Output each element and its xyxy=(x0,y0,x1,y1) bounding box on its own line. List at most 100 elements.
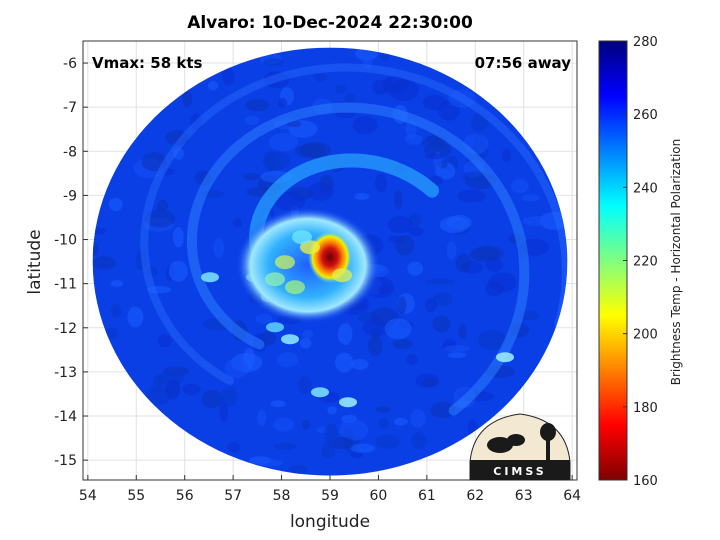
texture-patch xyxy=(478,329,507,351)
texture-patch xyxy=(110,303,122,318)
x-axis-label: longitude xyxy=(290,512,370,532)
texture-patch xyxy=(173,148,184,160)
texture-patch xyxy=(339,419,369,441)
texture-patch xyxy=(157,334,172,348)
texture-patch xyxy=(256,409,267,426)
texture-patch xyxy=(152,374,165,387)
x-tick-label: 59 xyxy=(321,488,339,504)
texture-patch xyxy=(172,226,184,248)
texture-patch xyxy=(471,112,489,132)
convective-cell xyxy=(266,322,284,333)
texture-patch xyxy=(297,376,312,395)
texture-patch xyxy=(397,296,407,315)
texture-patch xyxy=(444,345,471,353)
texture-patch xyxy=(344,92,356,103)
water-tower-icon xyxy=(540,423,556,441)
texture-patch xyxy=(424,153,443,160)
y-axis-label: latitude xyxy=(25,229,45,294)
texture-patch xyxy=(430,401,456,419)
texture-patch xyxy=(141,152,167,172)
y-tick-label: -13 xyxy=(54,365,77,381)
texture-patch xyxy=(424,278,455,285)
colorbar-ticks: 160 180 200 220 240 260 280 xyxy=(623,35,658,489)
texture-patch xyxy=(232,218,243,228)
texture-patch xyxy=(411,432,427,450)
texture-patch xyxy=(327,406,337,415)
convective-cell xyxy=(496,352,514,363)
texture-patch xyxy=(156,199,168,212)
y-tick-label: -6 xyxy=(63,56,77,72)
texture-patch xyxy=(263,71,290,89)
texture-patch xyxy=(410,408,426,428)
colorbar-tick-label: 200 xyxy=(633,328,658,343)
texture-patch xyxy=(201,389,224,408)
texture-patch xyxy=(335,352,354,373)
texture-patch xyxy=(350,443,376,453)
texture-patch xyxy=(455,253,472,273)
texture-patch xyxy=(110,279,124,288)
texture-patch xyxy=(331,436,355,450)
texture-patch xyxy=(510,179,529,194)
texture-patch xyxy=(242,173,260,181)
x-tick-label: 54 xyxy=(79,488,97,504)
colorbar-tick-label: 160 xyxy=(633,474,658,489)
texture-patch xyxy=(362,49,373,69)
texture-patch xyxy=(335,111,356,119)
texture-patch xyxy=(393,417,409,426)
texture-patch xyxy=(387,216,413,233)
texture-patch xyxy=(105,327,119,340)
texture-patch xyxy=(485,281,504,297)
texture-patch xyxy=(144,209,176,228)
texture-patch xyxy=(182,90,193,108)
texture-patch xyxy=(302,419,311,430)
texture-patch xyxy=(313,73,328,82)
x-tick-label: 56 xyxy=(176,488,194,504)
texture-patch xyxy=(92,256,117,270)
colorbar-tick-label: 260 xyxy=(633,108,658,123)
y-tick-label: -7 xyxy=(63,100,77,116)
convective-cell xyxy=(201,272,219,283)
x-axis: 54 55 56 57 58 59 60 61 62 63 64 xyxy=(79,475,581,504)
x-tick-label: 61 xyxy=(418,488,436,504)
texture-patch xyxy=(182,383,201,395)
texture-patch xyxy=(207,81,219,91)
x-tick-label: 55 xyxy=(127,488,145,504)
eyewall-cell xyxy=(265,272,285,287)
texture-patch xyxy=(422,94,447,111)
texture-patch xyxy=(375,434,400,449)
texture-patch xyxy=(274,191,306,211)
texture-patch xyxy=(458,324,467,340)
eyewall xyxy=(236,207,380,324)
texture-patch xyxy=(367,335,383,357)
texture-patch xyxy=(255,313,273,324)
texture-patch xyxy=(432,292,453,307)
satellite-dish-small-icon xyxy=(507,434,525,446)
texture-patch xyxy=(432,315,451,333)
texture-patch xyxy=(407,261,424,276)
texture-patch xyxy=(321,442,336,459)
texture-patch xyxy=(273,442,297,450)
texture-patch xyxy=(324,423,338,445)
texture-patch xyxy=(263,58,284,66)
cimss-logo: CIMSS xyxy=(469,413,571,481)
colorbar-tick-label: 280 xyxy=(633,35,658,50)
eyewall-cell xyxy=(332,268,352,283)
vmax-annotation: Vmax: 58 kts xyxy=(92,54,202,72)
texture-patch xyxy=(245,99,270,112)
texture-patch xyxy=(270,400,286,408)
texture-patch xyxy=(350,358,369,370)
texture-patch xyxy=(378,417,390,429)
texture-patch xyxy=(224,358,249,379)
texture-patch xyxy=(190,113,203,131)
x-tick-label: 60 xyxy=(370,488,388,504)
texture-patch xyxy=(394,189,403,210)
eyewall-cell xyxy=(292,230,312,245)
y-tick-label: -11 xyxy=(54,277,77,293)
texture-patch xyxy=(108,197,123,212)
rain-band xyxy=(186,102,530,416)
texture-patch xyxy=(277,352,298,368)
texture-patch xyxy=(221,386,238,407)
texture-patch xyxy=(448,89,476,108)
texture-patch xyxy=(362,319,391,337)
